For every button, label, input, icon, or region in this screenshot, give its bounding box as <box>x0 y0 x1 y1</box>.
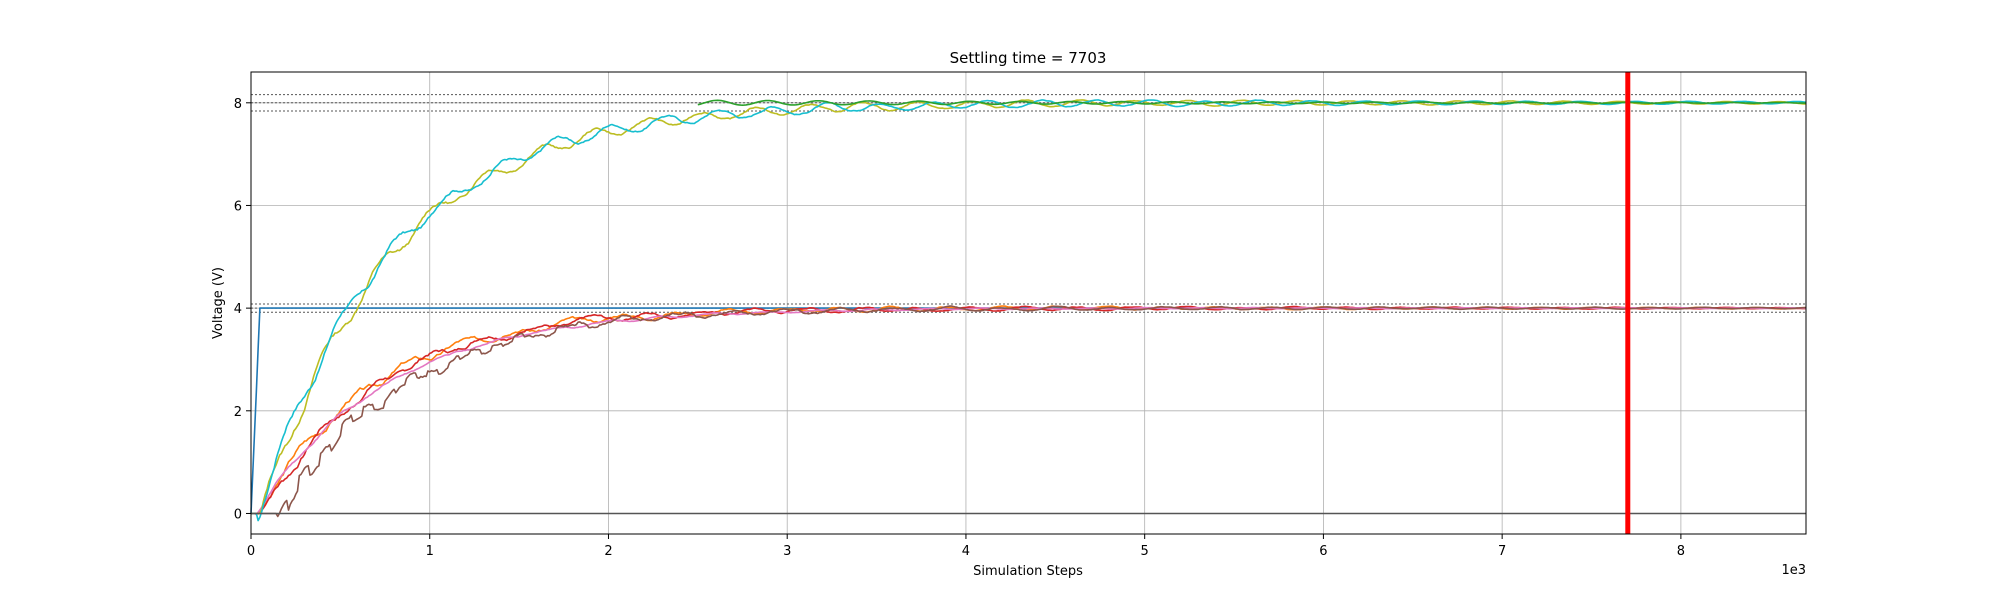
chart-title: Settling time = 7703 <box>950 49 1107 67</box>
x-tick-label: 8 <box>1677 544 1685 559</box>
x-tick-label: 1 <box>426 544 434 559</box>
y-axis-ticks: 0 2 4 6 8 <box>234 97 251 522</box>
x-axis-label: Simulation Steps <box>973 564 1083 579</box>
series-line-3 <box>251 306 1807 516</box>
x-tick-label: 4 <box>962 544 970 559</box>
x-tick-label: 5 <box>1141 544 1149 559</box>
grid <box>250 72 1806 534</box>
y-tick-label: 8 <box>234 97 242 112</box>
y-tick-label: 0 <box>234 507 242 522</box>
series-line-2 <box>251 305 1806 515</box>
x-tick-label: 7 <box>1498 544 1506 559</box>
x-tick-label: 6 <box>1319 544 1327 559</box>
series-line-7 <box>697 99 1806 106</box>
y-tick-label: 6 <box>234 199 242 214</box>
series-line-1 <box>251 305 1806 515</box>
y-axis-label: Voltage (V) <box>211 267 226 339</box>
y-tick-label: 2 <box>234 405 242 420</box>
x-tick-label: 3 <box>783 544 791 559</box>
series-lines <box>250 99 1807 522</box>
y-tick-label: 4 <box>234 302 242 317</box>
x-offset-label: 1e3 <box>1781 563 1806 578</box>
x-tick-label: 0 <box>247 544 255 559</box>
x-tick-label: 2 <box>604 544 612 559</box>
plot-frame <box>250 71 1807 535</box>
tolerance-bands <box>251 94 1806 313</box>
x-axis-ticks: 0 1 2 3 4 5 6 7 8 <box>247 534 1685 559</box>
series-line-4 <box>251 305 1807 518</box>
